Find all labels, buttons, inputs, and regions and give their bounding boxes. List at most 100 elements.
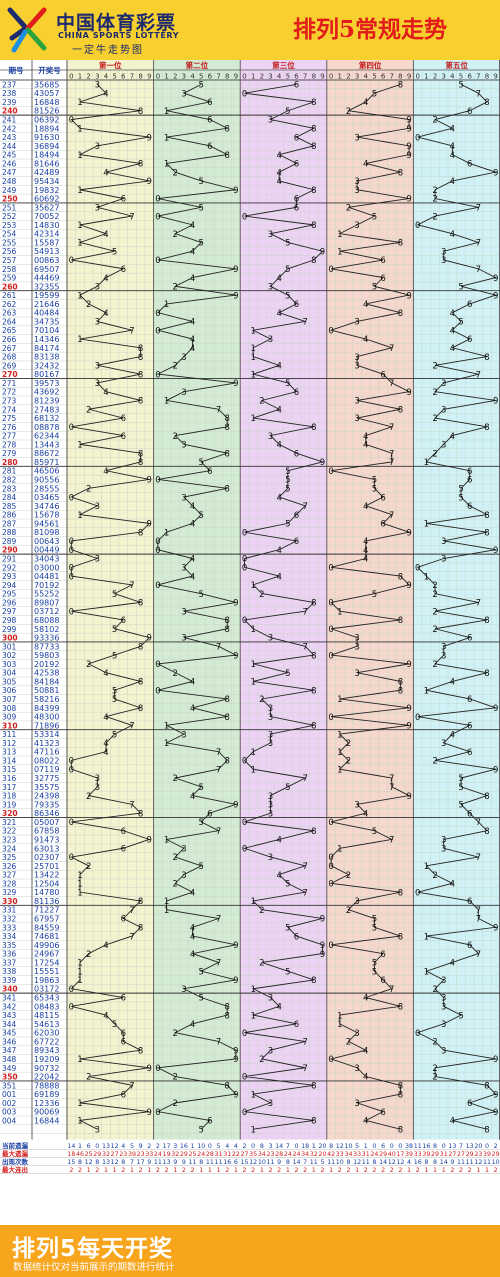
trend-digit: 9 (320, 941, 325, 951)
trend-digit: 9 (406, 291, 411, 301)
trend-digit: 3 (441, 836, 446, 846)
trend-digit: 4 (363, 335, 368, 345)
trend-digit: 5 (285, 967, 290, 977)
issue-number: 271 (2, 379, 17, 388)
trend-digit: 7 (129, 326, 134, 336)
issue-number: 342 (2, 1002, 17, 1011)
draw-number: 90732 (34, 1064, 59, 1073)
stats-value: 9 (173, 1159, 177, 1166)
stats-value: 31 (215, 1151, 223, 1158)
trend-digit: 3 (181, 730, 186, 740)
trend-digit: 1 (164, 722, 169, 732)
trend-digit: 0 (328, 853, 333, 863)
trend-digit: 4 (276, 405, 281, 415)
trend-digit: 3 (441, 994, 446, 1004)
trend-digit: 8 (138, 678, 143, 688)
issue-number: 254 (2, 230, 17, 239)
trend-digit: 4 (190, 923, 195, 933)
trend-digit: 8 (484, 1082, 489, 1092)
trend-digit: 8 (311, 1117, 316, 1127)
draw-number: 67858 (34, 827, 59, 836)
stats-value: 20 (474, 1143, 482, 1150)
trend-digit: 1 (250, 326, 255, 336)
trend-digit: 3 (95, 204, 100, 214)
issue-number: 255 (2, 238, 17, 247)
draw-number: 08022 (34, 756, 59, 765)
trend-digit: 1 (77, 976, 82, 986)
issue-number: 351 (2, 1081, 17, 1090)
trend-digit: 8 (398, 572, 403, 582)
trend-digit: 1 (77, 967, 82, 977)
issue-number: 334 (2, 932, 17, 941)
issue-number: 257 (2, 256, 17, 265)
trend-digit: 7 (302, 502, 307, 512)
digit-header: 8 (398, 72, 402, 80)
issue-number: 269 (2, 361, 17, 370)
issue-number: 308 (2, 704, 17, 713)
draw-number: 80167 (34, 370, 59, 379)
trend-digit: 8 (398, 81, 403, 91)
trend-digit: 9 (233, 941, 238, 951)
trend-digit: 6 (121, 414, 126, 424)
trend-digit: 8 (398, 1090, 403, 1100)
stats-value: 14 (440, 1159, 448, 1166)
stats-value: 35 (249, 1151, 257, 1158)
trend-digit: 7 (216, 643, 221, 653)
trend-digit: 2 (432, 581, 437, 591)
trend-digit: 4 (276, 572, 281, 582)
stats-value: 1 (407, 1167, 411, 1174)
stats-value: 10 (336, 1159, 344, 1166)
trend-digit: 8 (224, 151, 229, 161)
draw-number: 87733 (34, 642, 59, 651)
draw-number: 78888 (34, 1081, 59, 1090)
trend-digit: 8 (224, 124, 229, 134)
stats-value: 40 (388, 1151, 396, 1158)
stats-value: 2 (277, 1167, 281, 1174)
trend-digit: 4 (103, 941, 108, 951)
trend-digit: 0 (69, 563, 74, 573)
trend-line (416, 83, 498, 1130)
trend-digit: 6 (121, 915, 126, 925)
trend-digit: 1 (77, 186, 82, 196)
trend-digit: 9 (406, 124, 411, 134)
issue-number: 325 (2, 853, 17, 862)
digit-header: 2 (346, 72, 350, 80)
issue-number: 333 (2, 923, 17, 932)
trend-digit: 4 (276, 177, 281, 187)
stats-value: 12 (111, 1159, 119, 1166)
trend-digit: 1 (77, 124, 82, 134)
trend-digit: 2 (173, 774, 178, 784)
trend-digit: 4 (190, 335, 195, 345)
draw-number: 69507 (34, 265, 59, 274)
digit-header: 5 (459, 72, 463, 80)
stats-value: 27 (111, 1151, 119, 1158)
draw-number: 13422 (34, 871, 59, 880)
stats-value: 32 (310, 1151, 318, 1158)
trend-digit: 1 (337, 1020, 342, 1030)
issue-number: 301 (2, 642, 17, 651)
trend-digit: 9 (147, 634, 152, 644)
trend-digit: 6 (380, 520, 385, 530)
trend-digit: 9 (493, 397, 498, 407)
issue-number: 281 (2, 467, 17, 476)
stats-value: 7 (130, 1159, 134, 1166)
issue-number: 303 (2, 660, 17, 669)
trend-digit: 4 (190, 888, 195, 898)
draw-number: 05007 (34, 818, 59, 827)
stats-value: 19 (163, 1151, 171, 1158)
stats-value: 2 (95, 1167, 99, 1174)
stats-value: 10 (492, 1159, 500, 1166)
issue-number: 317 (2, 783, 17, 792)
draw-number: 74681 (34, 932, 59, 941)
stats-value: 8 (78, 1159, 82, 1166)
trend-digit: 6 (467, 300, 472, 310)
trend-digit: 3 (181, 388, 186, 398)
stats-value: 38 (405, 1143, 413, 1150)
digit-header: 4 (190, 72, 195, 80)
issue-number: 311 (2, 730, 17, 739)
trend-digit: 0 (328, 326, 333, 336)
trend-digit: 4 (103, 669, 108, 679)
trend-digit: 1 (164, 906, 169, 916)
stats-value: 18 (67, 1151, 75, 1158)
trend-digit: 7 (129, 932, 134, 942)
